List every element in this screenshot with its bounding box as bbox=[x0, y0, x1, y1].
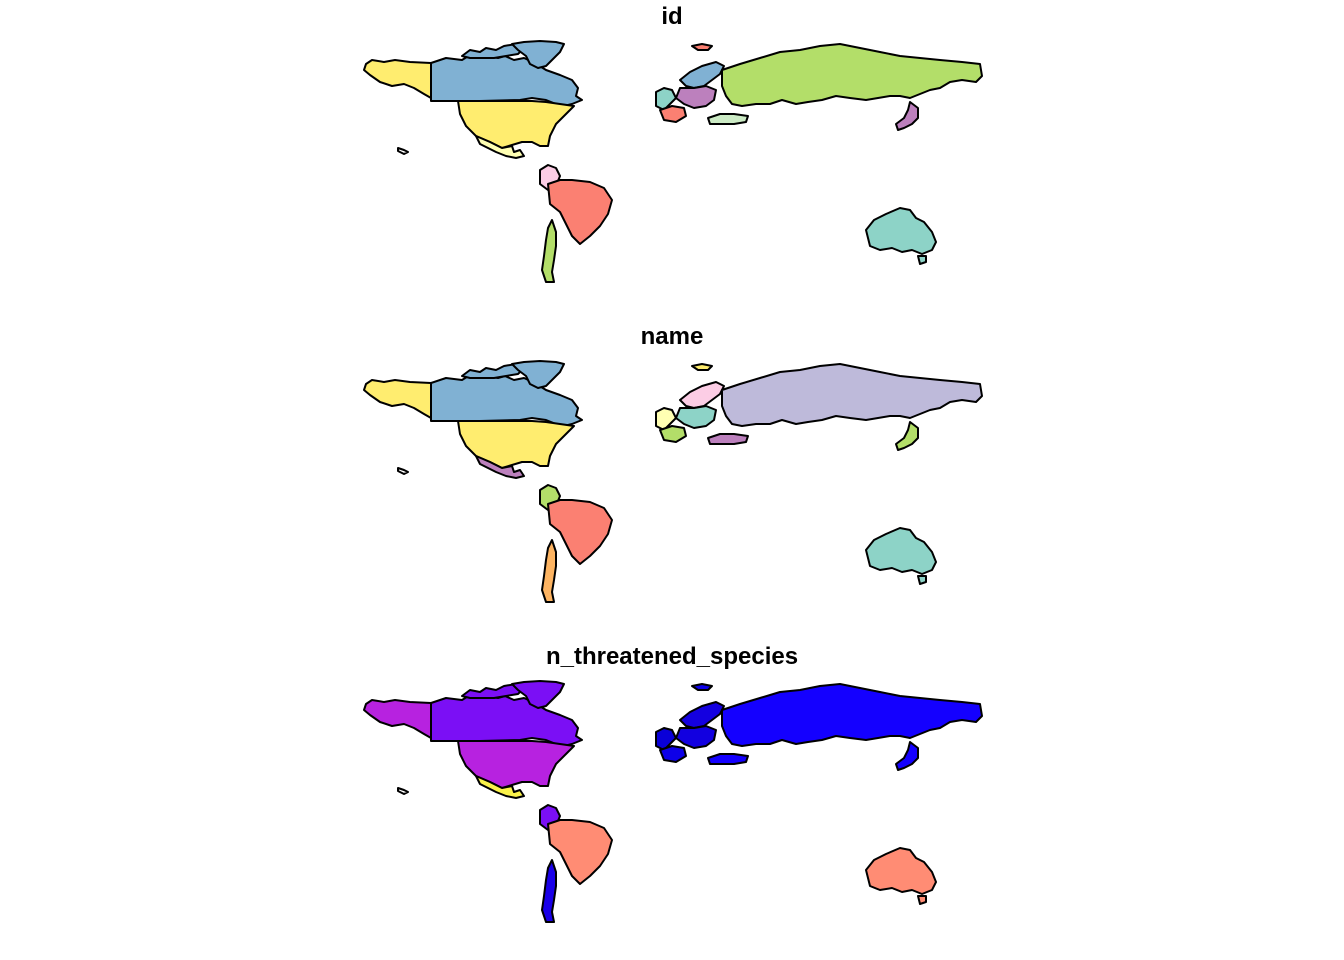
region-usa bbox=[457, 740, 575, 789]
region-w-europe bbox=[655, 407, 677, 431]
region-brazil bbox=[547, 819, 613, 885]
region-turkey bbox=[707, 433, 749, 445]
region-scandinavia bbox=[679, 61, 725, 89]
region-iceland bbox=[691, 43, 713, 51]
region-japan bbox=[895, 421, 919, 451]
region-mexico bbox=[475, 775, 525, 799]
region-tasmania bbox=[917, 255, 927, 265]
region-usa bbox=[457, 420, 575, 469]
region-chile bbox=[541, 219, 557, 283]
region-iberia bbox=[659, 425, 687, 443]
region-japan bbox=[895, 101, 919, 131]
region-russia bbox=[721, 363, 983, 427]
region-alaska bbox=[363, 699, 432, 739]
panel-title: name bbox=[640, 323, 704, 350]
region-australia bbox=[865, 527, 937, 575]
region-tasmania bbox=[917, 895, 927, 905]
region-mexico bbox=[475, 135, 525, 159]
region-c-europe bbox=[675, 405, 717, 429]
region-australia bbox=[865, 207, 937, 255]
region-russia bbox=[721, 43, 983, 107]
region-brazil bbox=[547, 499, 613, 565]
map-panel-name: name bbox=[0, 320, 1344, 640]
region-w-europe bbox=[655, 727, 677, 751]
region-usa bbox=[457, 100, 575, 149]
region-iberia bbox=[659, 105, 687, 123]
region-hawaii bbox=[397, 147, 409, 155]
region-hawaii bbox=[397, 467, 409, 475]
region-c-europe bbox=[675, 725, 717, 749]
region-japan bbox=[895, 741, 919, 771]
panel-title: n_threatened_species bbox=[545, 643, 799, 670]
world-map-name bbox=[363, 360, 983, 603]
region-australia bbox=[865, 847, 937, 895]
region-iceland bbox=[691, 363, 713, 371]
region-w-europe bbox=[655, 87, 677, 111]
world-map-n-threatened-species bbox=[363, 680, 983, 923]
panel-title: id bbox=[661, 3, 683, 30]
region-greenland bbox=[511, 40, 565, 69]
region-scandinavia bbox=[679, 381, 725, 409]
region-c-europe bbox=[675, 85, 717, 109]
region-iberia bbox=[659, 745, 687, 763]
region-iceland bbox=[691, 683, 713, 691]
map-panel-id: id bbox=[0, 0, 1344, 320]
region-alaska bbox=[363, 379, 432, 419]
world-map-id bbox=[363, 40, 983, 283]
region-canada bbox=[430, 374, 583, 427]
region-alaska bbox=[363, 59, 432, 99]
region-russia bbox=[721, 683, 983, 747]
region-mexico bbox=[475, 455, 525, 479]
region-chile bbox=[541, 859, 557, 923]
region-hawaii bbox=[397, 787, 409, 795]
region-brazil bbox=[547, 179, 613, 245]
region-tasmania bbox=[917, 575, 927, 585]
region-canada bbox=[430, 54, 583, 107]
region-greenland bbox=[511, 680, 565, 709]
map-panel-n-threatened-species: n_threatened_species bbox=[0, 640, 1344, 960]
region-chile bbox=[541, 539, 557, 603]
region-turkey bbox=[707, 113, 749, 125]
region-turkey bbox=[707, 753, 749, 765]
region-scandinavia bbox=[679, 701, 725, 729]
region-canada bbox=[430, 694, 583, 747]
region-greenland bbox=[511, 360, 565, 389]
